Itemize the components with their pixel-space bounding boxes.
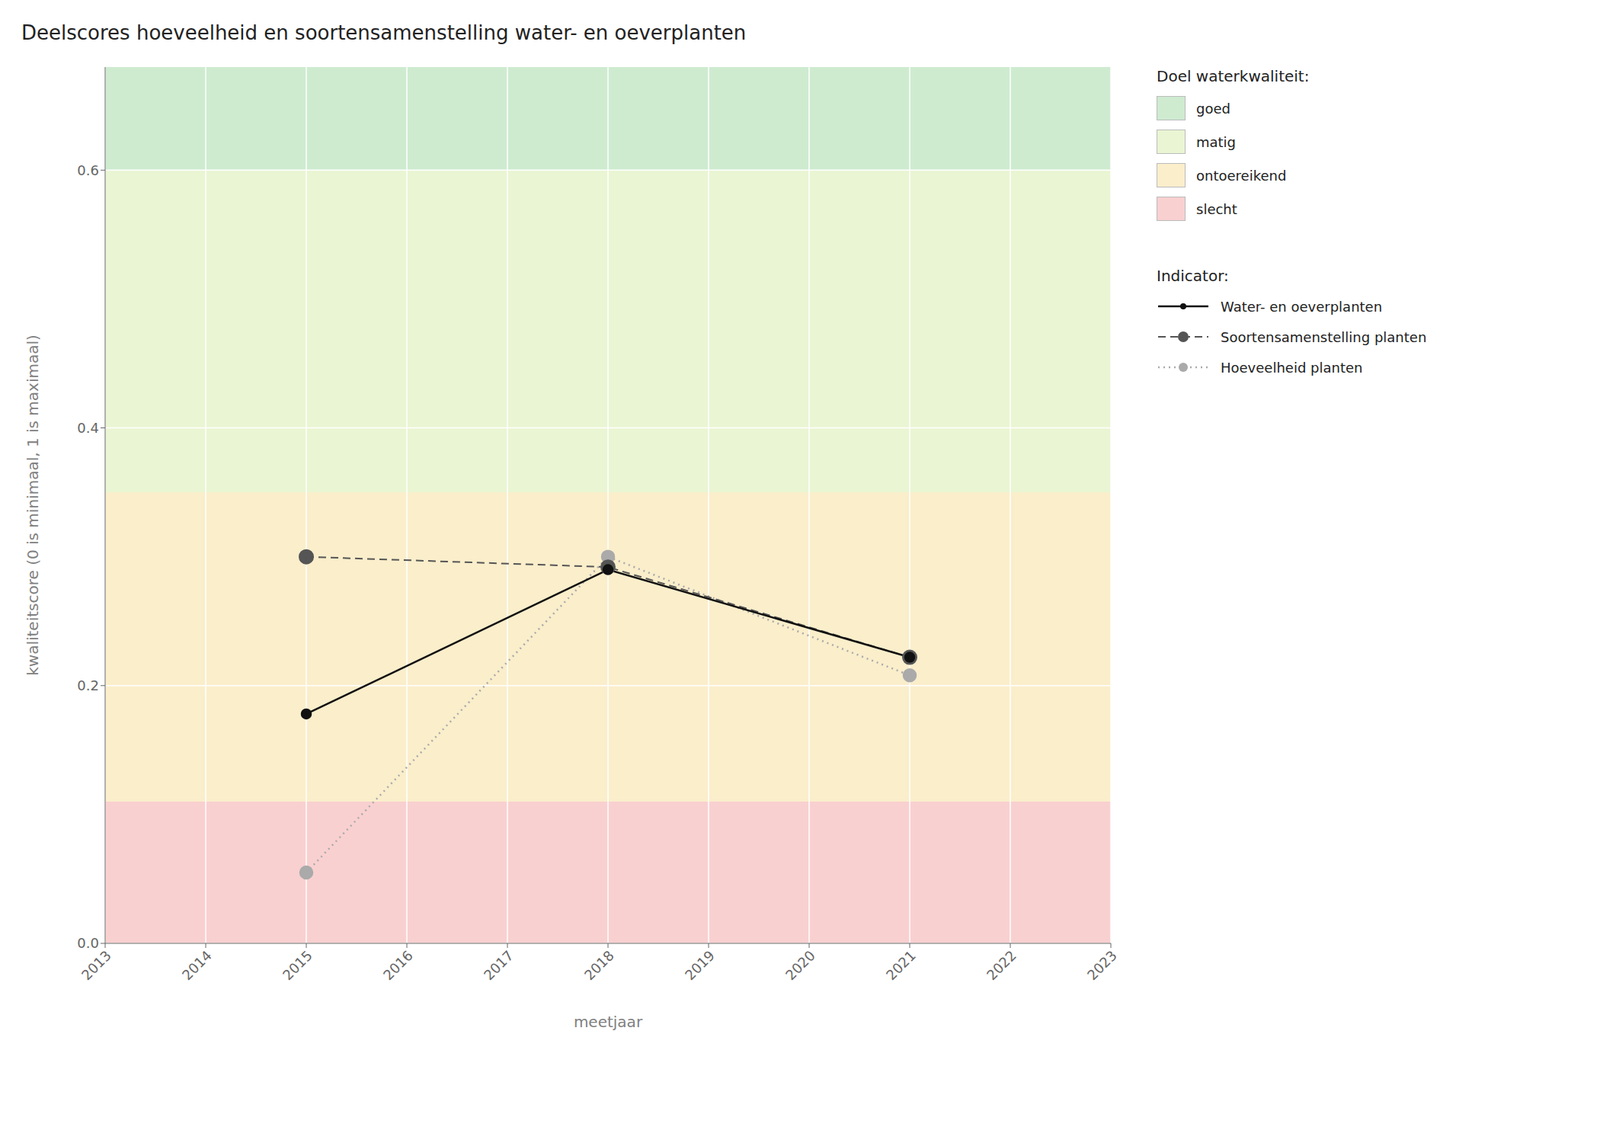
- svg-text:0.0: 0.0: [76, 934, 100, 951]
- html-text:Soortensamenstelling planten: Soortensamenstelling planten: [1220, 328, 1427, 345]
- svg-text:0.2: 0.2: [76, 677, 100, 694]
- svg-text:2014: 2014: [179, 947, 215, 983]
- html-text:goed: goed: [1196, 100, 1231, 117]
- svg-text:kwaliteitscore (0 is minimaal,: kwaliteitscore (0 is minimaal, 1 is maxi…: [23, 334, 42, 676]
- html-text:Indicator:: Indicator:: [1156, 266, 1229, 285]
- svg-text:2017: 2017: [480, 947, 517, 983]
- svg-text:2022: 2022: [983, 947, 1020, 983]
- svg-text:2019: 2019: [681, 947, 718, 983]
- svg-text:meetjaar: meetjaar: [573, 1012, 644, 1031]
- svg-text:2015: 2015: [279, 947, 316, 983]
- svg-text:2018: 2018: [581, 947, 618, 983]
- svg-text:0.6: 0.6: [76, 162, 100, 179]
- html-text:slecht: slecht: [1196, 200, 1238, 217]
- svg-text:2020: 2020: [782, 947, 819, 983]
- html-text:Hoeveelheid planten: Hoeveelheid planten: [1220, 359, 1363, 376]
- svg-text:2016: 2016: [380, 947, 416, 983]
- svg-text:2023: 2023: [1084, 947, 1120, 983]
- html-text:Doel waterkwaliteit:: Doel waterkwaliteit:: [1156, 67, 1310, 86]
- svg-text:2013: 2013: [78, 947, 115, 983]
- svg-text:2021: 2021: [883, 947, 919, 983]
- html-text:matig: matig: [1196, 133, 1236, 150]
- svg-text:0.4: 0.4: [76, 419, 100, 436]
- html-text:ontoereikend: ontoereikend: [1196, 167, 1287, 184]
- html-text:Deelscores hoeveelheid en soor: Deelscores hoeveelheid en soortensamenst…: [21, 21, 747, 45]
- html-text:Water- en oeverplanten: Water- en oeverplanten: [1220, 298, 1383, 315]
